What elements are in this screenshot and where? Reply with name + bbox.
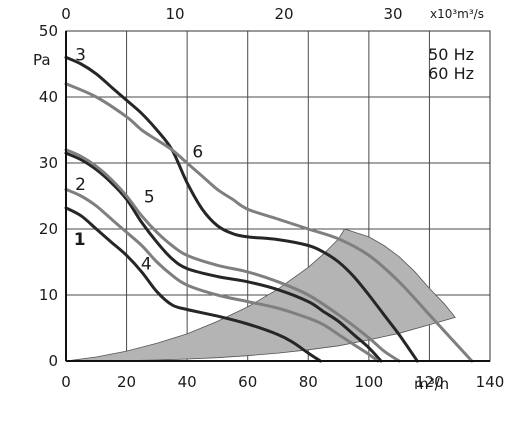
y-tick-label: 40 bbox=[39, 88, 58, 106]
curve-label-6: 6 bbox=[192, 143, 203, 163]
y-tick-label: 0 bbox=[48, 352, 58, 370]
top-axis-unit: x10³m³/s bbox=[430, 7, 484, 21]
y-tick-label: 50 bbox=[39, 22, 58, 40]
plot-frame bbox=[65, 30, 491, 362]
x-tick-label: 140 bbox=[476, 373, 505, 391]
curve-label-3: 3 bbox=[75, 46, 86, 66]
x-tick-label: 40 bbox=[178, 373, 197, 391]
curve-labels: 1 2 3 4 5 6 bbox=[74, 46, 203, 275]
x-tick-label: 0 bbox=[61, 373, 71, 391]
legend-60hz: 60 Hz bbox=[428, 64, 474, 83]
x-axis-label: m³/h bbox=[414, 375, 449, 393]
x-tick-label: 120 bbox=[415, 373, 444, 391]
x-tick-label: 100 bbox=[355, 373, 384, 391]
curve-2 bbox=[64, 151, 383, 363]
y-axis-label: Pa bbox=[33, 51, 51, 69]
legend-50hz: 50 Hz bbox=[428, 45, 474, 64]
top-tick-label: 10 bbox=[165, 5, 184, 23]
curve-label-2: 2 bbox=[75, 175, 86, 195]
curve-label-1: 1 bbox=[74, 230, 86, 250]
curve-1 bbox=[64, 206, 322, 363]
y-tick-label: 20 bbox=[39, 220, 58, 238]
top-tick-label: 0 bbox=[61, 5, 71, 23]
top-tick-label: 20 bbox=[275, 5, 294, 23]
curve-label-5: 5 bbox=[144, 188, 155, 208]
x-tick-label: 20 bbox=[117, 373, 136, 391]
curve-label-4: 4 bbox=[141, 254, 152, 274]
y-tick-label: 30 bbox=[39, 154, 58, 172]
curve-4 bbox=[64, 187, 380, 363]
y-tick-label: 10 bbox=[39, 286, 58, 304]
curve-3 bbox=[64, 55, 419, 363]
top-tick-label: 30 bbox=[384, 5, 403, 23]
x-tick-label: 80 bbox=[299, 373, 318, 391]
fan-curves bbox=[64, 55, 474, 363]
curve-5 bbox=[64, 148, 401, 363]
curve-6 bbox=[64, 82, 474, 363]
x-tick-label: 60 bbox=[238, 373, 257, 391]
